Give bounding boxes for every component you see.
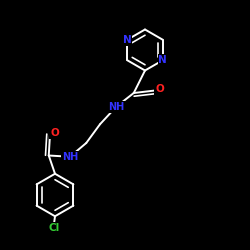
Text: O: O	[155, 84, 164, 94]
Text: Cl: Cl	[48, 223, 60, 233]
Text: NH: NH	[108, 102, 124, 112]
Text: NH: NH	[62, 152, 78, 162]
Text: N: N	[158, 55, 167, 65]
Text: O: O	[50, 128, 59, 138]
Text: N: N	[123, 35, 132, 45]
